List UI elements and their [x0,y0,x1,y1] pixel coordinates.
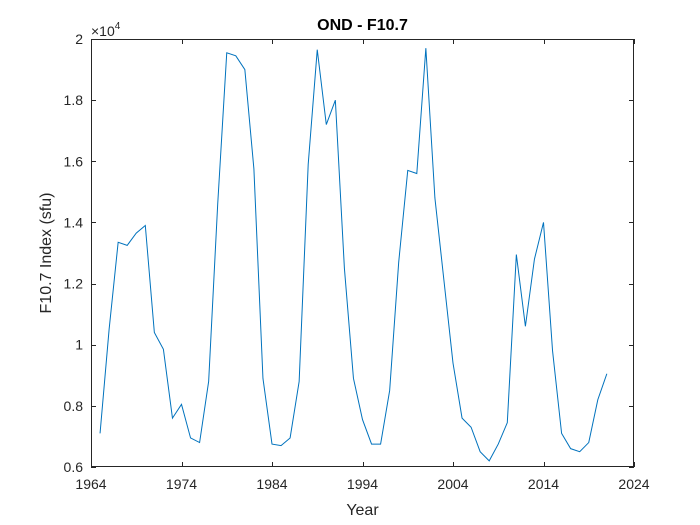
y-tick-label: 0.8 [64,398,84,414]
y-tick-label: 0.6 [64,459,84,475]
y-tick-label: 1.4 [64,214,84,230]
y-tick-label: 1.6 [64,153,84,169]
x-tick-label: 1974 [166,476,197,492]
x-tick-label: 1994 [347,476,378,492]
exponent-base: ×10 [91,23,115,39]
axes-box [91,39,634,467]
x-tick-label: 1984 [256,476,287,492]
y-tick-label: 1.8 [64,92,84,108]
exponent-power: 4 [115,21,121,32]
data-series-line [99,48,608,462]
plot-area [91,39,634,467]
x-axis-label: Year [346,502,379,519]
chart-title: OND - F10.7 [317,17,408,34]
x-tick-label: 2004 [437,476,468,492]
y-axis-label: F10.7 Index (sfu) [38,193,55,314]
y-tick-label: 2 [75,31,83,47]
y-axis-exponent-label: ×104 [91,21,121,39]
x-tick-label: 2014 [528,476,559,492]
y-tick-label: 1 [75,337,83,353]
tick-labels: 1964 1974 1984 1994 2004 2014 2024 0.6 0.8 1 1.2 1.… [64,31,650,492]
x-tick-label: 1964 [75,476,106,492]
y-tick-label: 1.2 [64,276,84,292]
x-tick-label: 2024 [618,476,649,492]
